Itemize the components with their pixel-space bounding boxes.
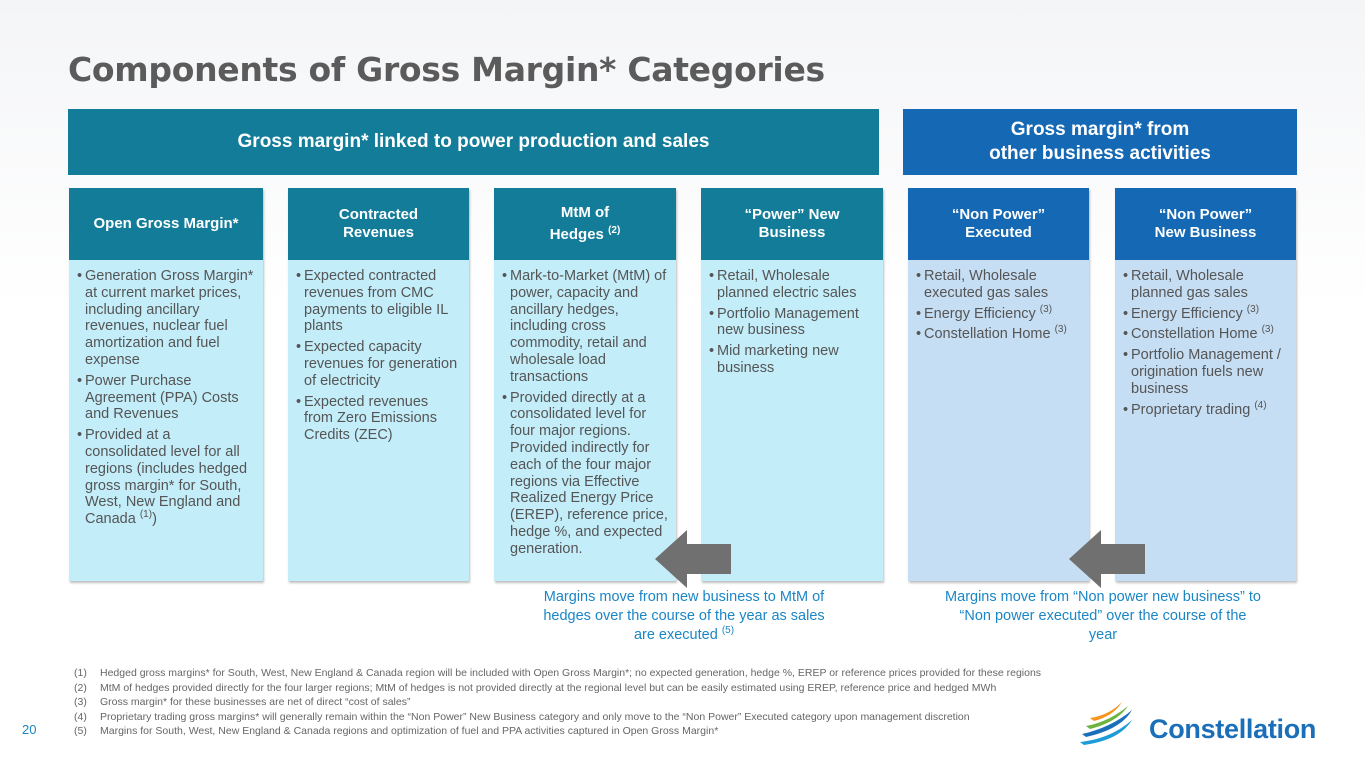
bullet-item: Portfolio Management new business [709,306,875,340]
footnote-ref: (1) [139,509,153,521]
column-open-gross-margin: Open Gross Margin* Generation Gross Marg… [69,188,263,581]
banner-power-production: Gross margin* linked to power production… [68,109,879,175]
bullet-item: Retail, Wholesale executed gas sales [916,268,1081,302]
footnotes: (1) Hedged gross margins* for South, West… [74,666,1041,739]
page-number: 20 [22,722,37,737]
column-heading: “Power” New Business [701,188,883,260]
column-body: Expected contracted revenues from CMC pa… [288,260,469,581]
left-arrow-icon [1069,530,1145,588]
footnote: (5) Margins for South, West, New England … [74,725,719,737]
bullet-item: Expected capacity revenues for generatio… [296,339,461,389]
footnote-ref: (2) [608,225,621,236]
bullet-item: Generation Gross Margin* at current mark… [77,268,255,369]
bullet-item: Expected revenues from Zero Emissions Cr… [296,394,461,444]
footnote: (2) MtM of hedges provided directly for t… [74,681,997,694]
column-heading: “Non Power” New Business [1115,188,1296,260]
bullet-item: Constellation Home (3) [916,324,1081,343]
footnote-ref: (3) [1261,324,1274,336]
bullet-item: Constellation Home (3) [1123,324,1288,343]
column-non-power-executed: “Non Power” Executed Retail, Wholesale e… [908,188,1089,581]
bullet-item: Expected contracted revenues from CMC pa… [296,268,461,335]
footnote-ref: (5) [721,625,735,637]
bullet-item: Energy Efficiency (3) [1123,303,1288,323]
column-heading: “Non Power” Executed [908,188,1089,260]
column-body: Mark-to-Market (MtM) of power, capacity … [494,260,676,581]
footnote: (1) Hedged gross margins* for South, West… [74,667,1042,679]
column-body: Retail, Wholesale planned gas sales Ener… [1115,260,1296,581]
column-contracted-revenues: Contracted Revenues Expected contracted … [288,188,469,581]
footnote-ref: (3) [1246,303,1260,315]
bullet-item: Power Purchase Agreement (PPA) Costs and… [77,373,255,423]
column-heading: Contracted Revenues [288,188,469,260]
column-heading: MtM of Hedges (2) [494,188,676,260]
column-heading: Open Gross Margin* [69,188,263,260]
column-body: Retail, Wholesale executed gas sales Ene… [908,260,1089,581]
column-body: Retail, Wholesale planned electric sales… [701,260,883,581]
column-non-power-new-business: “Non Power” New Business Retail, Wholesa… [1115,188,1296,581]
column-body: Generation Gross Margin* at current mark… [69,260,263,581]
bullet-item: Mid marketing new business [709,343,875,377]
constellation-logo-icon [1080,702,1132,745]
bullet-item: Mark-to-Market (MtM) of power, capacity … [502,268,668,386]
note-non-power-transition: Margins move from “Non power new busines… [945,589,1261,643]
note-mtm-transition: Margins move from new business to MtM of… [543,589,825,643]
left-arrow-icon [655,530,731,588]
page-title: Components of Gross Margin* Categories [68,50,825,89]
banner-other-business: Gross margin* from other business activi… [903,109,1297,175]
logo-text: Constellation [1149,714,1317,744]
bullet-item: Provided directly at a consolidated leve… [502,390,668,558]
footnote-ref: (3) [1039,303,1053,315]
column-mtm-hedges: MtM of Hedges (2) Mark-to-Market (MtM) o… [494,188,676,581]
bullet-item: Portfolio Management / origination fuels… [1123,347,1288,397]
bullet-item: Retail, Wholesale planned gas sales [1123,268,1288,302]
footnote-ref: (4) [1254,399,1267,411]
footnote-ref: (3) [1054,324,1067,336]
column-power-new-business: “Power” New Business Retail, Wholesale p… [701,188,883,581]
bullet-item: Energy Efficiency (3) [916,303,1081,323]
footnote: (4) Proprietary trading gross margins* wi… [74,710,970,723]
bullet-item: Proprietary trading (4) [1123,399,1288,419]
bullet-item: Provided at a consolidated level for all… [77,427,255,528]
footnote: (3) Gross margin* for these businesses ar… [74,696,411,708]
bullet-item: Retail, Wholesale planned electric sales [709,268,875,302]
